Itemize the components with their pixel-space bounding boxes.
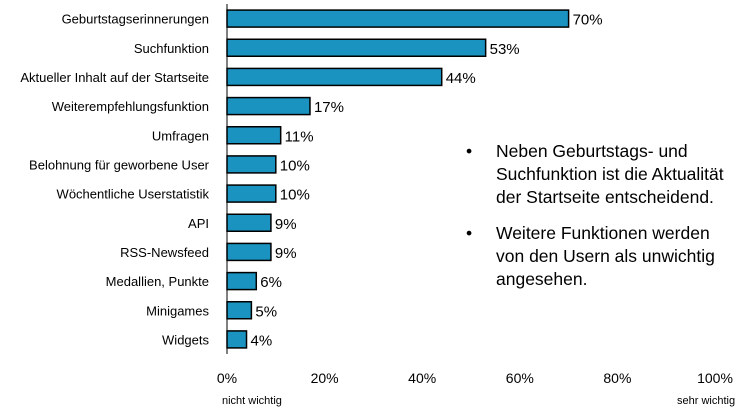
x-tick-label: 80% — [603, 370, 631, 386]
bullet-icon: • — [466, 223, 473, 243]
category-label: Umfragen — [152, 128, 209, 143]
x-tick-label: 100% — [697, 370, 733, 386]
bar — [226, 126, 282, 145]
bar — [226, 301, 253, 320]
value-label: 53% — [490, 41, 520, 58]
x-tick-label: 0% — [217, 370, 237, 386]
bar — [226, 96, 311, 116]
category-label: Widgets — [162, 332, 209, 347]
x-tick-label: 60% — [506, 370, 534, 386]
value-label: 6% — [260, 274, 282, 291]
value-label: 11% — [285, 128, 314, 145]
bullet-icon: • — [466, 141, 473, 161]
bar — [226, 9, 570, 28]
value-label: 44% — [446, 70, 476, 87]
x-tick-label: 20% — [311, 370, 339, 386]
value-label: 4% — [251, 332, 273, 349]
bar — [226, 213, 272, 232]
value-label: 10% — [280, 157, 310, 174]
category-label: API — [188, 216, 209, 231]
note-text-2: Weitere Funktionen werden von den Usern … — [496, 223, 715, 289]
scale-low-label: nicht wichtig — [222, 395, 282, 407]
value-label: 70% — [573, 12, 603, 29]
notes-box: • Neben Geburtstags- und Suchfunktion is… — [466, 140, 734, 304]
bar — [226, 155, 277, 174]
note-text-1: Neben Geburtstags- und Suchfunktion ist … — [496, 141, 724, 207]
value-label: 9% — [275, 216, 297, 233]
category-label: RSS-Newsfeed — [120, 245, 209, 260]
category-label: Medallien, Punkte — [106, 274, 209, 289]
bar — [226, 67, 443, 87]
category-label: Weiterempfehlungsfunktion — [52, 99, 209, 114]
category-label: Suchfunktion — [134, 41, 209, 56]
value-label: 5% — [255, 303, 277, 320]
bar — [226, 38, 487, 57]
value-label: 17% — [314, 99, 344, 116]
value-label: 10% — [280, 187, 310, 204]
category-label: Wöchentliche Userstatistik — [57, 187, 210, 202]
scale-high-label: sehr wichtig — [677, 395, 736, 407]
value-label: 9% — [275, 245, 297, 262]
note-item-1: • Neben Geburtstags- und Suchfunktion is… — [466, 140, 734, 209]
bar — [226, 330, 248, 349]
category-label: Minigames — [146, 303, 209, 318]
category-label: Belohnung für geworbene User — [29, 157, 210, 172]
bar — [226, 271, 258, 291]
note-item-2: • Weitere Funktionen werden von den User… — [466, 222, 734, 291]
bar — [226, 242, 272, 262]
category-label: Aktueller Inhalt auf der Startseite — [20, 70, 209, 85]
category-label: Geburtstagserinnerungen — [62, 12, 209, 27]
bar — [226, 184, 277, 203]
x-tick-label: 40% — [408, 370, 436, 386]
